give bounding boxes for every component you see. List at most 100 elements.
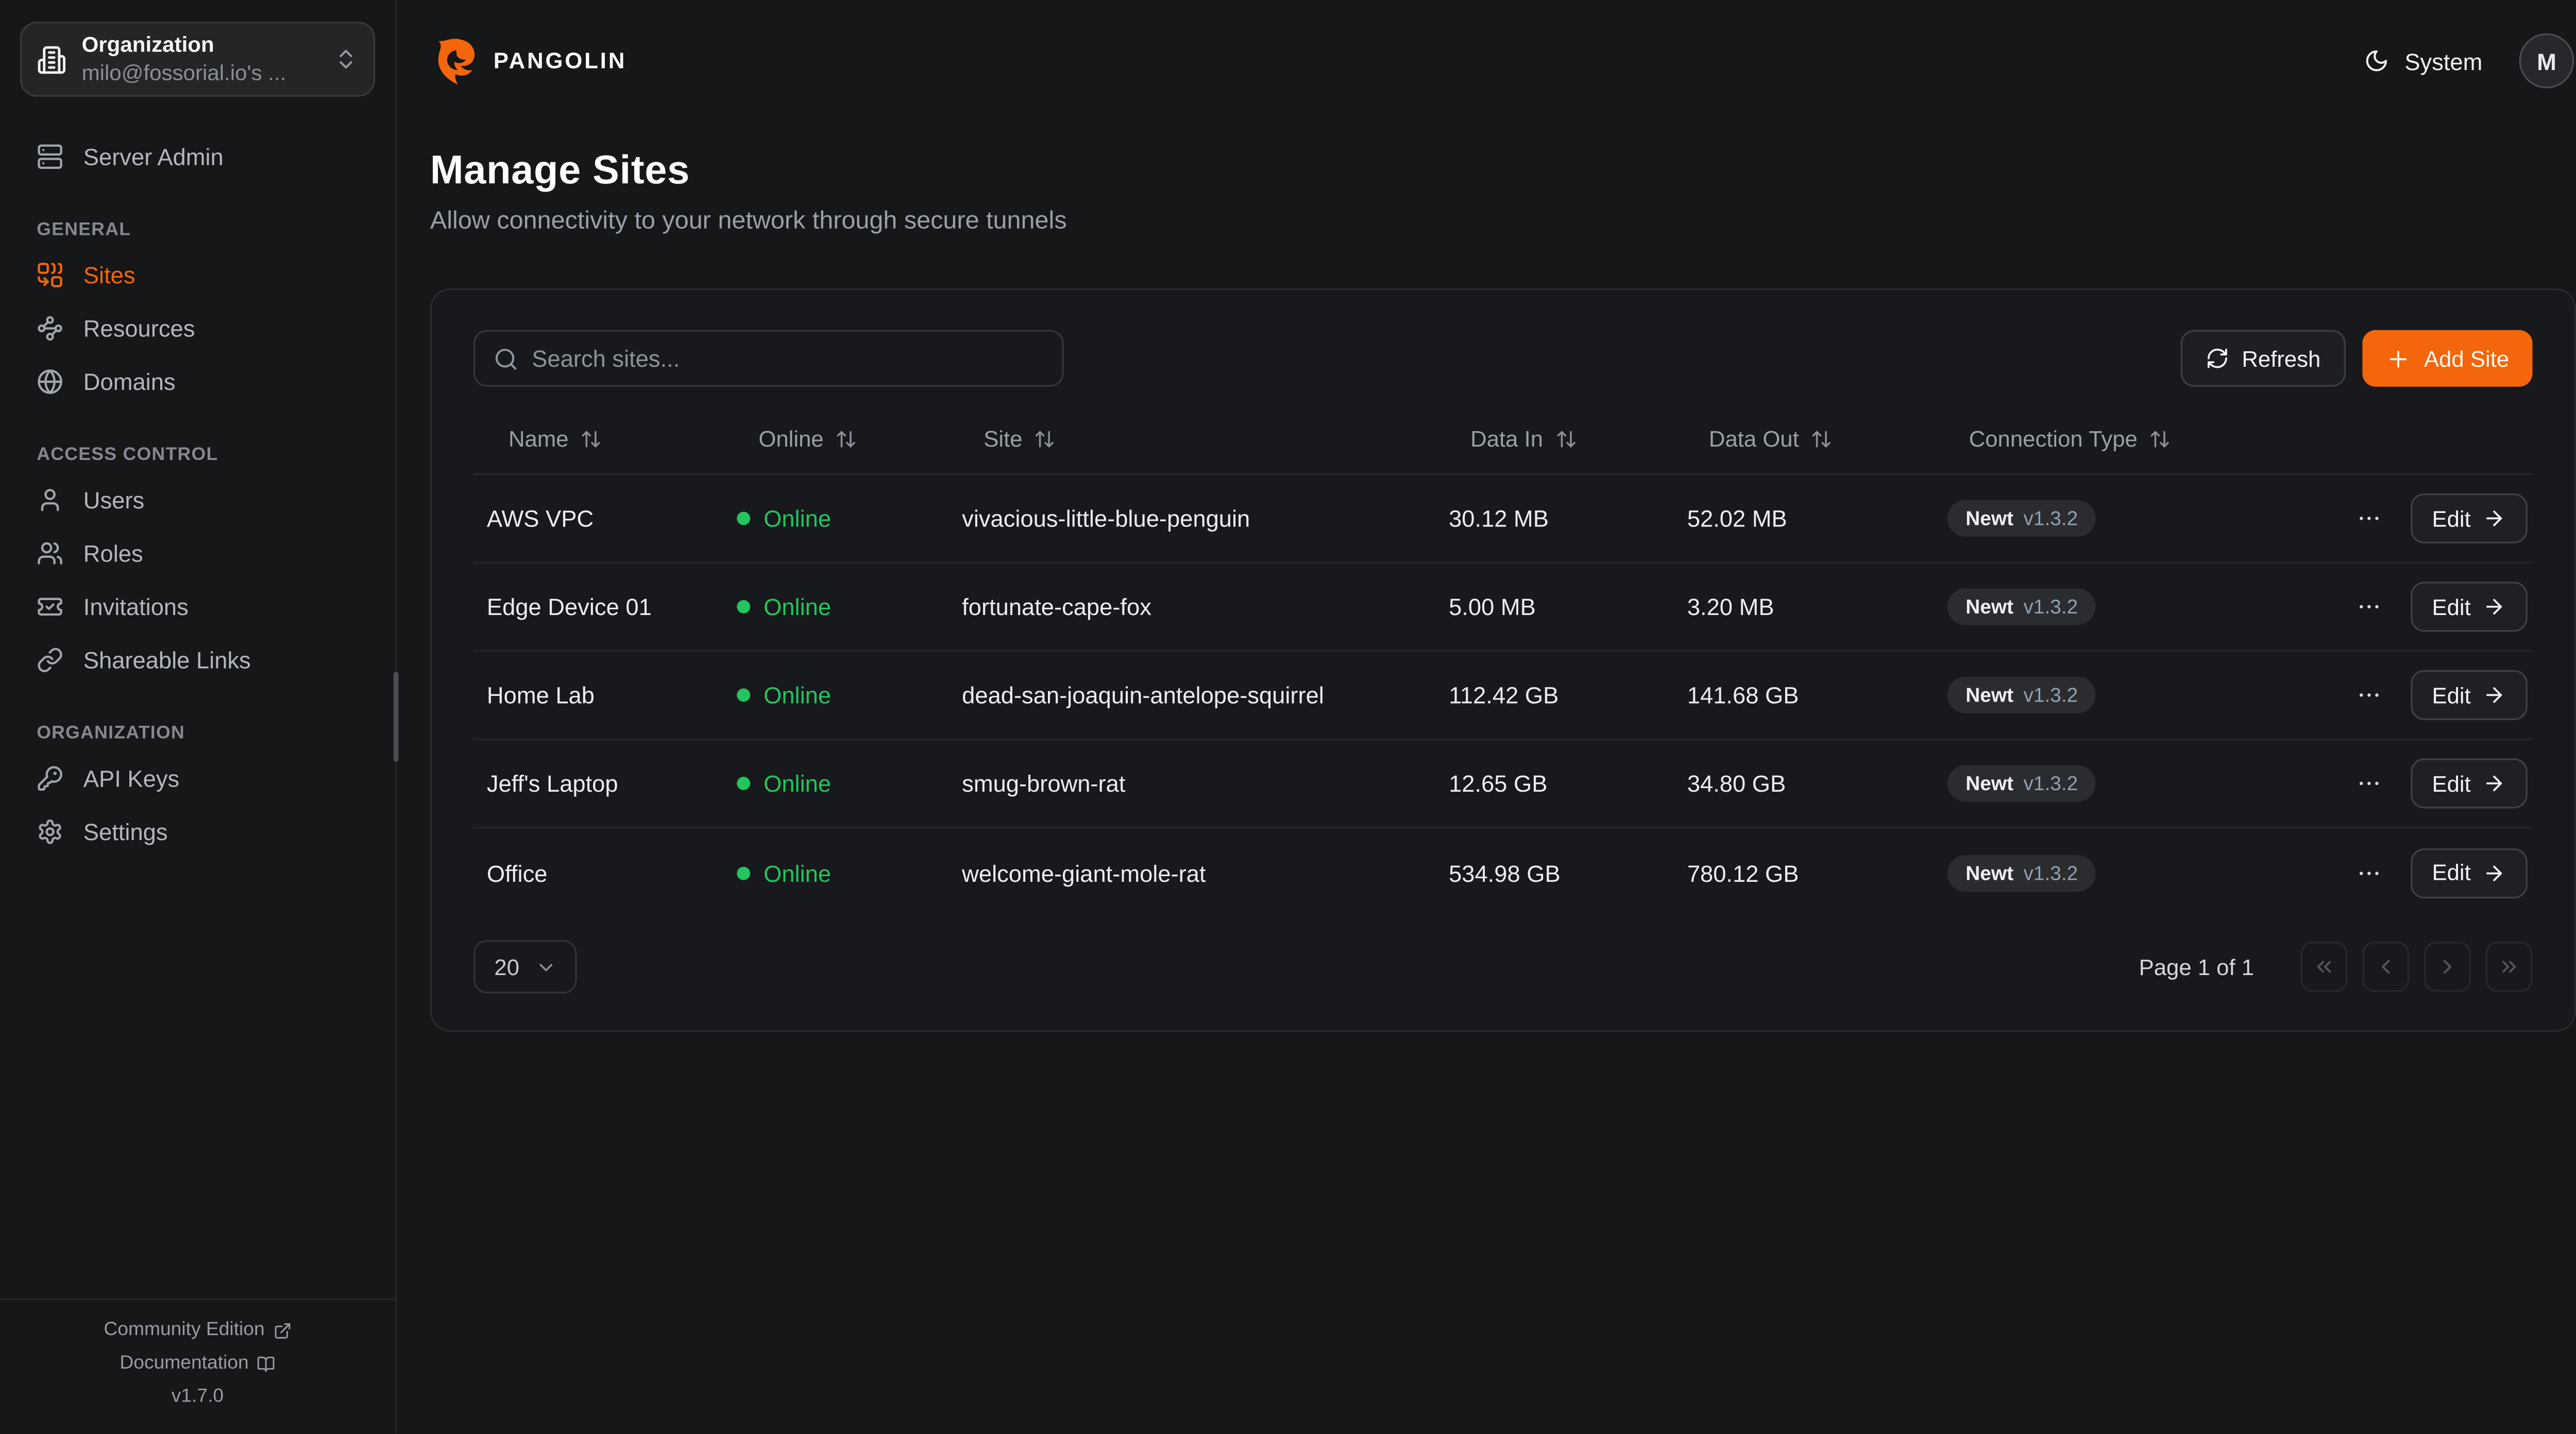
column-header-data-in[interactable]: Data In (1435, 426, 1674, 452)
building-icon (38, 45, 66, 73)
name-cell: Edge Device 01 (486, 593, 652, 620)
sidebar-item-server-admin[interactable]: Server Admin (20, 130, 375, 183)
organization-label: Organization (81, 31, 214, 56)
edit-button[interactable]: Edit (2410, 758, 2528, 809)
edit-button[interactable]: Edit (2410, 493, 2528, 543)
moon-icon (2366, 50, 2388, 72)
chevron-left-icon (2382, 960, 2390, 974)
online-dot (737, 688, 751, 702)
pangolin-logo-icon (438, 38, 475, 84)
arrow-right-icon (2486, 864, 2502, 881)
data-in-cell: 5.00 MB (1449, 593, 1536, 620)
table-toolbar: Refresh Add Site (473, 330, 2533, 387)
sort-icon (2150, 431, 2170, 448)
sidebar-item-api-keys[interactable]: API Keys (20, 752, 375, 805)
sidebar: Organization milo@fossorial.io's ... Ser… (0, 0, 399, 1433)
arrow-right-icon (2486, 687, 2502, 703)
brand[interactable]: PANGOLIN (430, 36, 626, 86)
row-menu-button[interactable] (2352, 767, 2385, 800)
search-input[interactable] (532, 345, 1044, 372)
version-label: v1.7.0 (171, 1387, 224, 1407)
previous-page-button[interactable] (2362, 942, 2410, 992)
sidebar-item-resources[interactable]: Resources (20, 302, 375, 355)
key-icon (38, 766, 62, 791)
ellipsis-icon (2359, 693, 2378, 697)
server-icon (38, 144, 62, 169)
sidebar-item-domains[interactable]: Domains (20, 355, 375, 408)
online-dot (737, 776, 751, 790)
data-in-cell: 112.42 GB (1449, 681, 1559, 709)
page-subtitle: Allow connectivity to your network throu… (430, 207, 1067, 235)
sort-icon (1036, 431, 1054, 448)
sidebar-item-shareable-links[interactable]: Shareable Links (20, 634, 375, 687)
ellipsis-icon (2359, 517, 2378, 520)
chevron-down-icon (538, 963, 552, 970)
column-header-data-out[interactable]: Data Out (1674, 426, 1934, 452)
column-header-name[interactable]: Name (473, 426, 723, 452)
section-label-general: GENERAL (37, 220, 131, 240)
sidebar-item-users[interactable]: Users (20, 473, 375, 527)
status-cell: Online (723, 770, 948, 797)
users-icon (38, 542, 62, 565)
theme-toggle[interactable]: System (2365, 47, 2482, 74)
column-header-online[interactable]: Online (723, 426, 948, 452)
chevrons-right-icon (2502, 961, 2516, 973)
last-page-button[interactable] (2485, 942, 2533, 992)
row-menu-button[interactable] (2352, 678, 2385, 712)
sidebar-item-sites[interactable]: Sites (20, 248, 375, 302)
refresh-icon (2207, 348, 2227, 368)
sidebar-footer: Community Edition Documentation v1.7.0 (0, 1298, 395, 1433)
table-footer: 20 Page 1 of 1 (473, 940, 2533, 994)
sidebar-item-roles[interactable]: Roles (20, 527, 375, 581)
column-header-site[interactable]: Site (948, 426, 1435, 452)
edit-button[interactable]: Edit (2410, 670, 2528, 720)
row-menu-button[interactable] (2352, 856, 2385, 890)
name-cell: Jeff's Laptop (486, 770, 618, 797)
page-size-select[interactable]: 20 (473, 940, 577, 994)
site-cell: smug-brown-rat (962, 770, 1126, 797)
online-dot (737, 600, 751, 613)
row-menu-button[interactable] (2352, 502, 2385, 535)
site-cell: welcome-giant-mole-rat (962, 859, 1206, 886)
site-cell: vivacious-little-blue-penguin (962, 505, 1250, 532)
waypoints-icon (38, 316, 62, 341)
external-link-icon (274, 1322, 290, 1338)
column-header-connection-type[interactable]: Connection Type (1934, 426, 2329, 452)
user-avatar[interactable]: M (2519, 33, 2574, 89)
sort-icon (837, 431, 855, 448)
community-edition-link[interactable]: Community Edition (0, 1313, 395, 1347)
search-box (473, 330, 1064, 387)
page-title: Manage Sites (430, 148, 690, 194)
sites-table: Name Online Site Data In Data Out Connec… (473, 405, 2533, 917)
combine-icon (38, 263, 62, 287)
connection-type-badge: Newt v1.3.2 (1947, 676, 2096, 714)
book-open-icon (258, 1356, 275, 1371)
edit-button[interactable]: Edit (2410, 582, 2528, 632)
row-menu-button[interactable] (2352, 590, 2385, 624)
next-page-button[interactable] (2424, 942, 2471, 992)
sidebar-item-invitations[interactable]: Invitations (20, 580, 375, 634)
add-site-button[interactable]: Add Site (2362, 330, 2533, 387)
site-cell: dead-san-joaquin-antelope-squirrel (962, 681, 1324, 709)
link-icon (38, 647, 62, 673)
first-page-button[interactable] (2300, 942, 2348, 992)
gear-icon (39, 820, 61, 844)
sidebar-resize-handle[interactable] (393, 672, 399, 762)
sidebar-item-settings[interactable]: Settings (20, 805, 375, 859)
data-out-cell: 780.12 GB (1687, 859, 1799, 886)
user-icon (41, 489, 59, 511)
data-in-cell: 534.98 GB (1449, 859, 1561, 886)
main-area: PANGOLIN System M Manage Sites Allow con… (397, 0, 2576, 1433)
connection-type-badge: Newt v1.3.2 (1947, 588, 2096, 625)
data-in-cell: 12.65 GB (1449, 770, 1548, 797)
refresh-button[interactable]: Refresh (2180, 330, 2346, 387)
documentation-link[interactable]: Documentation (0, 1347, 395, 1380)
edit-button[interactable]: Edit (2410, 847, 2528, 898)
arrow-right-icon (2486, 775, 2502, 792)
status-cell: Online (723, 593, 948, 620)
organization-selector[interactable]: Organization milo@fossorial.io's ... (20, 22, 376, 97)
table-row: Office Online welcome-giant-mole-rat 534… (473, 828, 2532, 917)
connection-type-badge: Newt v1.3.2 (1947, 854, 2096, 891)
ellipsis-icon (2359, 605, 2378, 609)
